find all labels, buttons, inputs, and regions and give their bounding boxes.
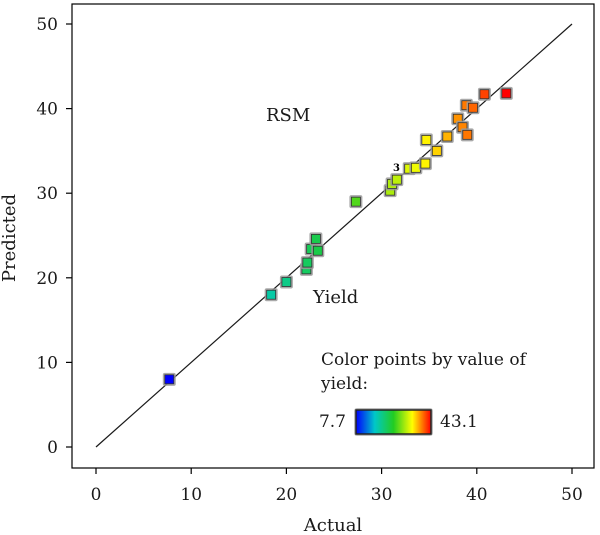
x-tick-label: 50 — [561, 485, 583, 505]
x-axis-title: Actual — [303, 515, 363, 535]
legend-title-line2: yield: — [320, 374, 368, 394]
data-point — [431, 145, 442, 156]
y-tick-label: 50 — [36, 15, 58, 35]
model-annotation: RSM — [266, 105, 310, 126]
y-axis: 0 10 20 30 40 50 — [36, 15, 72, 458]
legend-min-label: 7.7 — [319, 412, 346, 432]
data-point — [479, 89, 490, 100]
replicate-count-label: 3 — [393, 163, 400, 174]
y-tick-label: 40 — [36, 100, 58, 120]
color-legend: Color points by value of yield: 7.7 43.1 — [319, 350, 528, 436]
data-point — [442, 131, 453, 142]
data-point — [501, 88, 512, 99]
response-annotation: Yield — [312, 287, 358, 308]
data-point — [468, 102, 478, 113]
data-point — [281, 277, 292, 287]
y-tick-label: 30 — [36, 184, 58, 204]
y-axis-title: Predicted — [0, 194, 20, 282]
data-point — [391, 174, 402, 185]
plot-frame — [71, 3, 595, 469]
data-point — [421, 135, 432, 145]
data-point — [312, 245, 323, 256]
data-point — [311, 233, 321, 244]
y-tick-label: 20 — [36, 269, 58, 289]
colorbar — [355, 409, 432, 435]
data-point — [164, 374, 175, 385]
x-tick-label: 10 — [180, 485, 202, 505]
x-tick-label: 40 — [466, 485, 488, 505]
data-point — [462, 129, 473, 140]
x-tick-label: 20 — [276, 485, 298, 505]
x-tick-label: 30 — [371, 485, 393, 505]
x-tick-label: 0 — [91, 485, 102, 505]
legend-title-line1: Color points by value of — [321, 350, 528, 370]
legend-max-label: 43.1 — [440, 412, 478, 432]
data-point — [302, 257, 313, 268]
y-tick-label: 10 — [36, 353, 58, 373]
data-point — [266, 289, 277, 300]
y-tick-label: 0 — [47, 438, 58, 458]
data-point — [350, 196, 361, 207]
x-axis: 0 10 20 30 40 50 — [91, 468, 583, 505]
data-point — [420, 158, 431, 169]
data-points — [162, 86, 513, 386]
